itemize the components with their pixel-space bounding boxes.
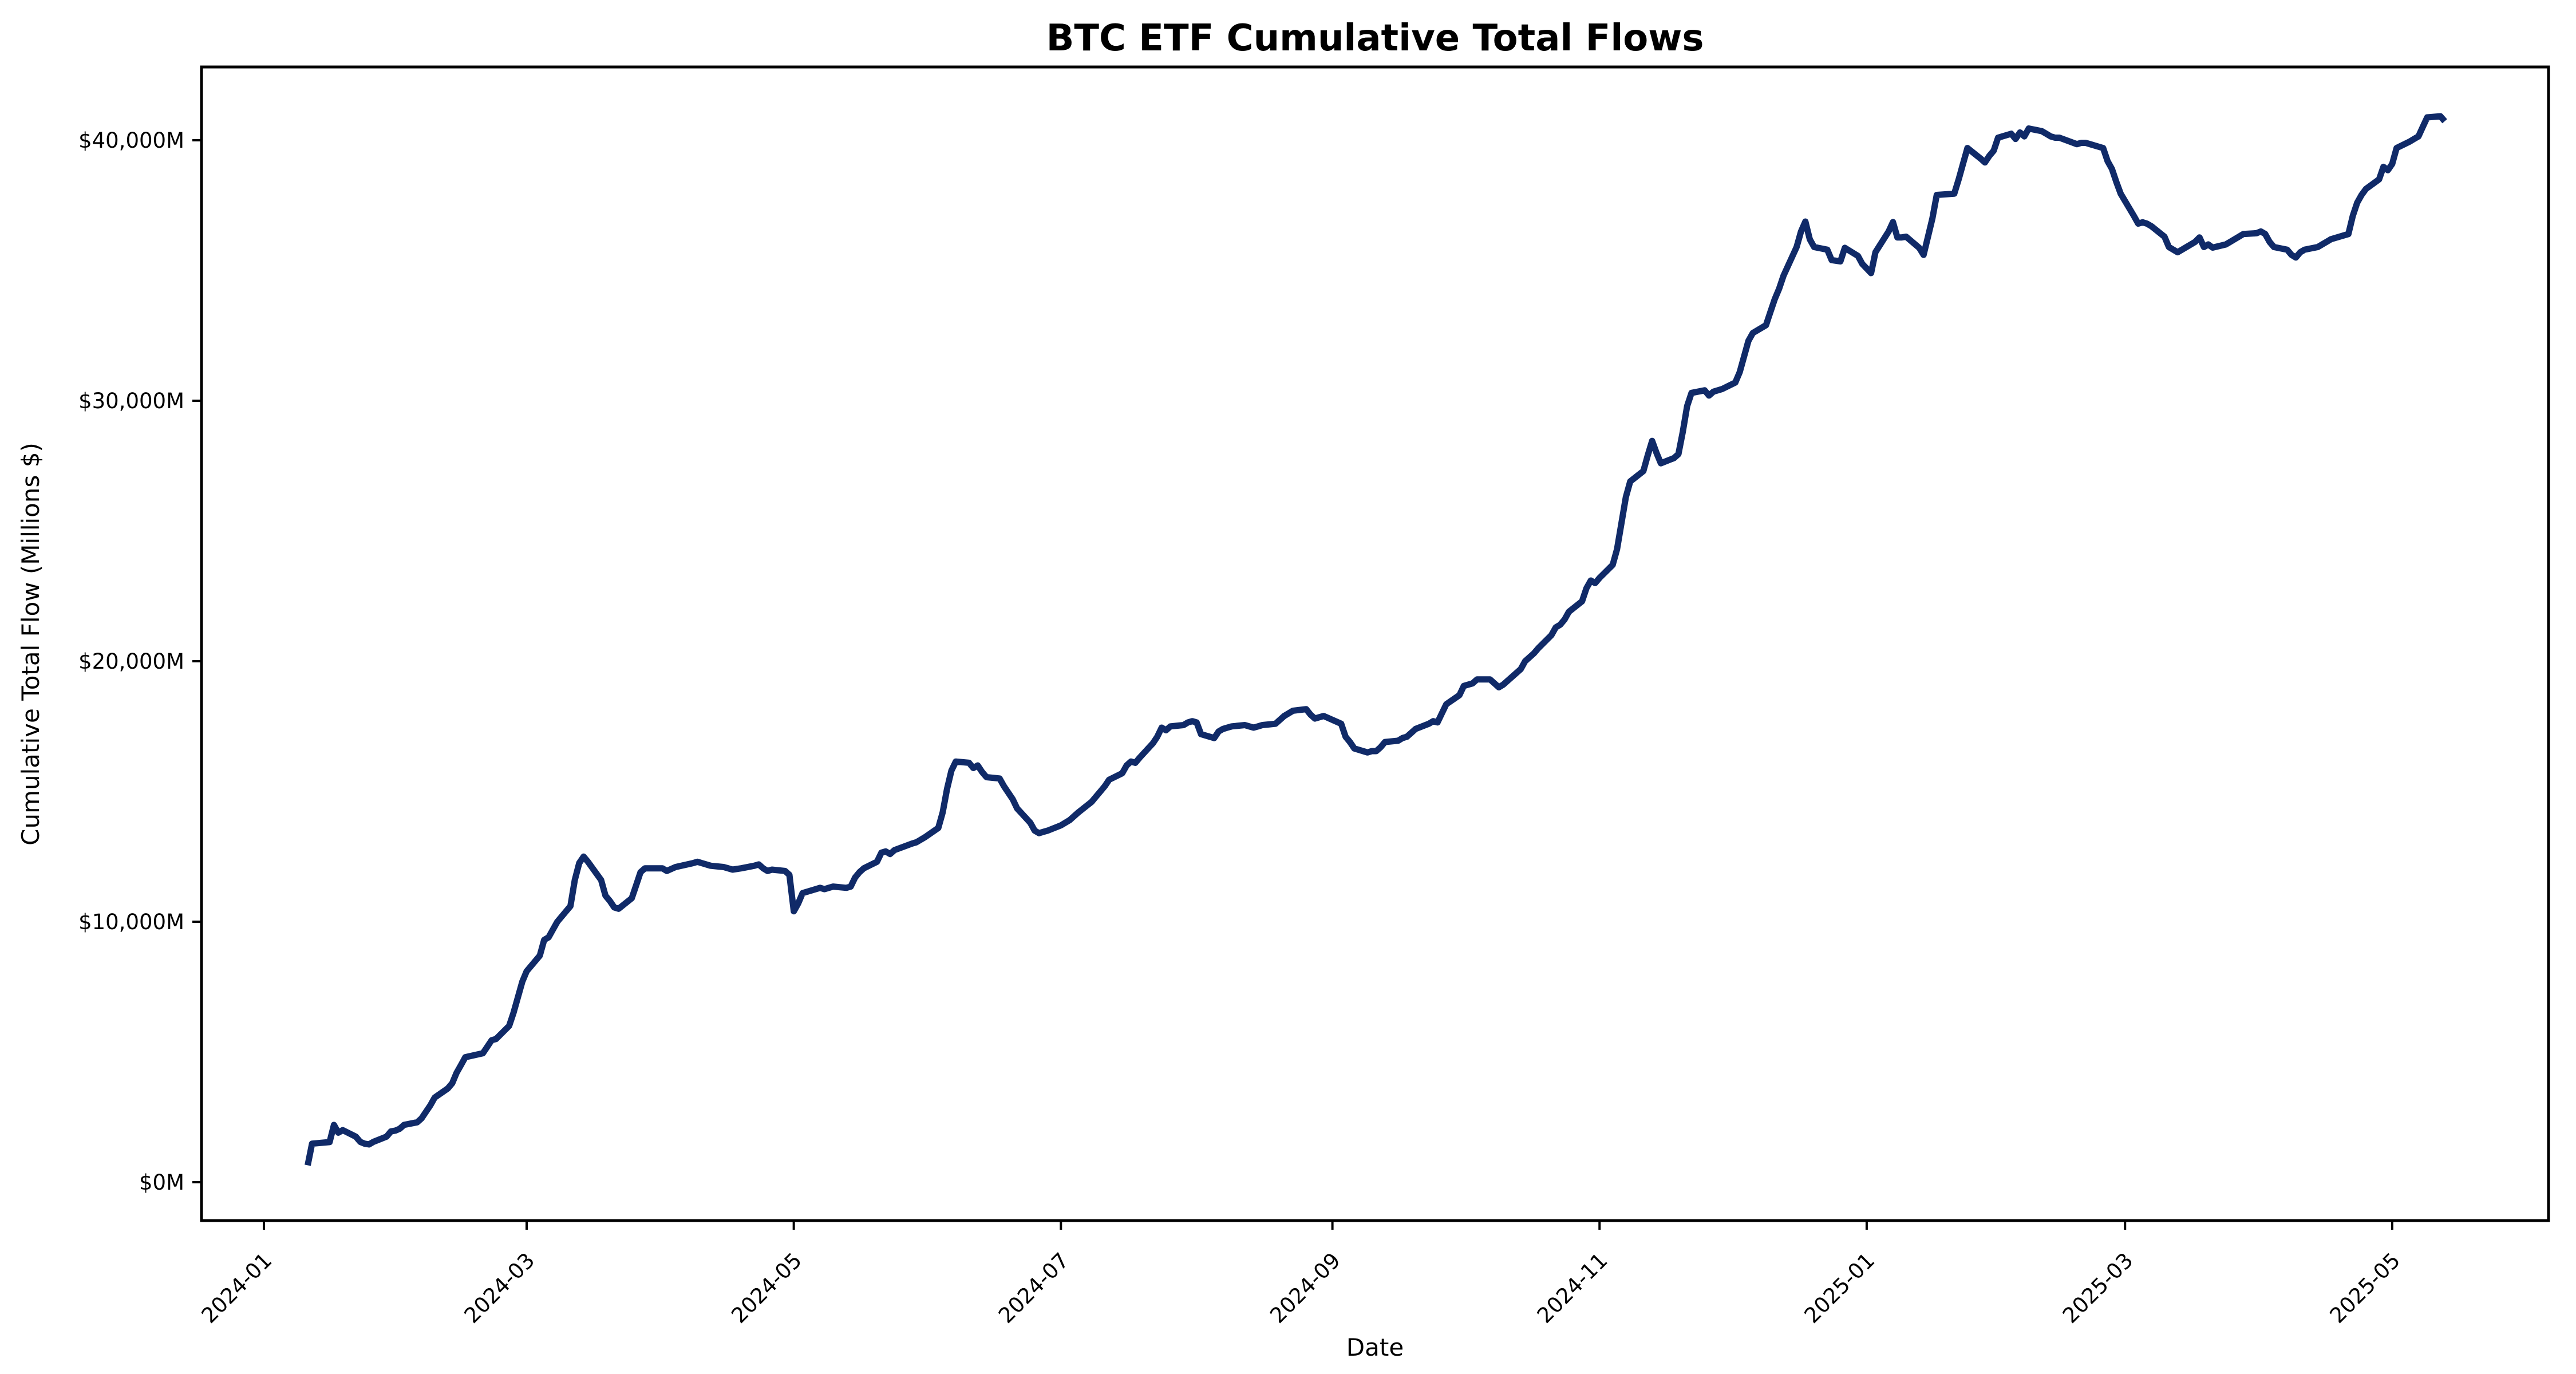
y-tick-label: $30,000M — [78, 389, 184, 413]
x-tick-label: 2024-11 — [1532, 1248, 1613, 1328]
y-tick-label: $0M — [139, 1170, 184, 1195]
x-tick-label: 2024-01 — [197, 1248, 277, 1328]
plot-border — [200, 65, 2550, 1222]
y-tick-label: $10,000M — [78, 910, 184, 934]
x-tick-label: 2024-05 — [726, 1248, 807, 1328]
y-axis-ticks: $0M $10,000M $20,000M $30,000M $40,000M — [78, 128, 202, 1195]
x-tick-label: 2024-03 — [460, 1248, 540, 1328]
x-axis-label: Date — [1346, 1333, 1404, 1361]
y-axis-label: Cumulative Total Flow (Millions $) — [17, 443, 45, 846]
y-tick-label: $40,000M — [78, 128, 184, 153]
flows-line — [305, 113, 2447, 1166]
x-tick-label: 2025-05 — [2325, 1248, 2405, 1328]
x-tick-label: 2025-01 — [1800, 1248, 1880, 1328]
x-axis-ticks: 2024-01 2024-03 2024-05 2024-07 2024-09 2024-… — [197, 1221, 2405, 1328]
x-tick-label: 2025-03 — [2058, 1248, 2138, 1328]
x-tick-label: 2024-09 — [1265, 1248, 1345, 1328]
x-tick-label: 2024-07 — [994, 1248, 1074, 1328]
y-tick-label: $20,000M — [78, 649, 184, 674]
chart-title: BTC ETF Cumulative Total Flows — [1046, 17, 1704, 60]
